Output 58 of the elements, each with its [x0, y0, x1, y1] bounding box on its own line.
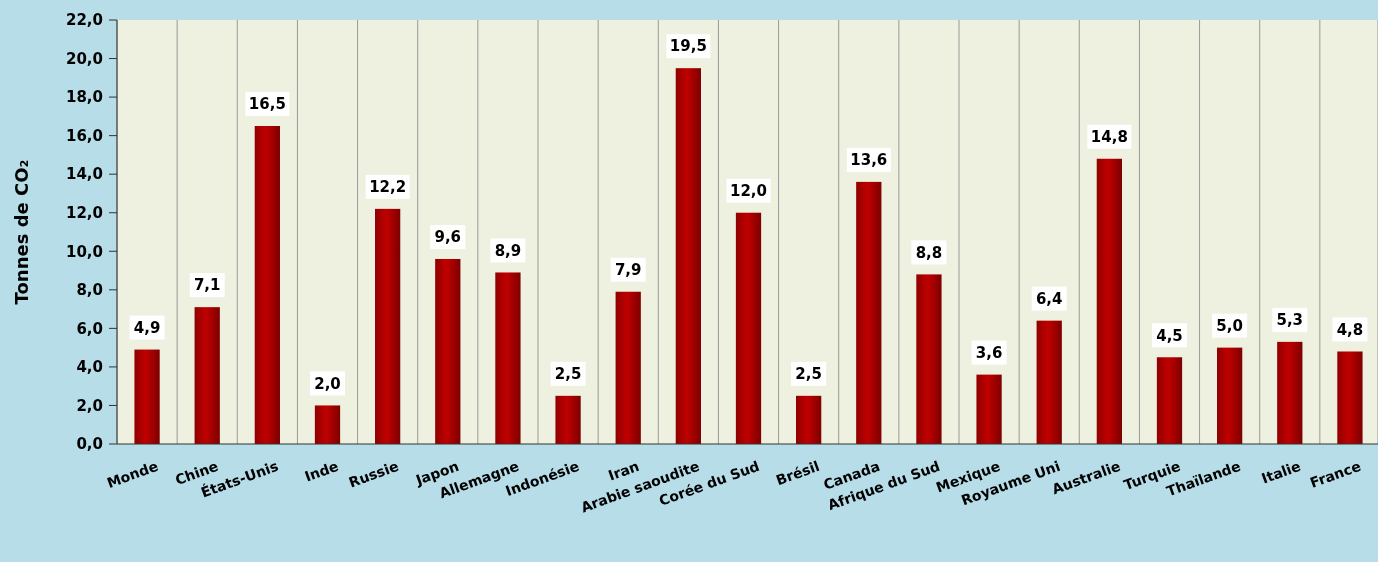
- data-label: 14,8: [1090, 128, 1128, 147]
- bar: [375, 208, 401, 444]
- bar: [856, 181, 882, 444]
- bar: [495, 272, 521, 444]
- bar: [796, 395, 822, 444]
- bar: [916, 274, 942, 444]
- y-tick-label: 20,0: [65, 49, 103, 68]
- data-label: 8,9: [494, 241, 522, 260]
- data-label: 2,0: [314, 374, 341, 393]
- data-label: 9,6: [434, 228, 462, 247]
- bar: [976, 374, 1002, 444]
- bar: [675, 68, 701, 444]
- bar: [1277, 341, 1303, 444]
- y-tick-label: 4,0: [76, 358, 103, 377]
- data-label: 2,5: [795, 365, 822, 384]
- y-tick-label: 0,0: [76, 435, 103, 454]
- y-tick-label: 16,0: [65, 126, 103, 145]
- y-tick-label: 14,0: [65, 165, 103, 184]
- y-tick-label: 12,0: [65, 203, 103, 222]
- data-label: 3,6: [975, 343, 1003, 362]
- y-tick-label: 8,0: [76, 281, 103, 300]
- y-tick-label: 6,0: [76, 319, 103, 338]
- bar: [1156, 357, 1183, 444]
- data-label: 7,9: [614, 261, 642, 279]
- data-label: 13,6: [850, 151, 888, 170]
- data-label: 4,8: [1336, 320, 1364, 339]
- data-label: 16,5: [248, 95, 286, 114]
- bar: [1337, 351, 1363, 444]
- bar: [314, 405, 341, 444]
- x-tick-label: Inde: [302, 457, 341, 485]
- y-tick-label: 2,0: [76, 396, 103, 415]
- data-label: 5,3: [1276, 311, 1304, 330]
- bar: [1036, 320, 1062, 444]
- data-label: 4,5: [1156, 326, 1183, 345]
- data-label: 4,9: [133, 318, 161, 337]
- bar: [1217, 347, 1243, 444]
- data-label: 12,2: [369, 178, 407, 197]
- bar: [194, 307, 220, 444]
- bar: [435, 258, 461, 444]
- bar: [134, 349, 160, 444]
- bar: [1096, 158, 1122, 444]
- y-tick-label: 22,0: [65, 11, 103, 30]
- y-tick-label: 18,0: [65, 88, 103, 107]
- data-label: 19,5: [669, 37, 707, 56]
- bar: [555, 395, 581, 444]
- data-label: 5,0: [1216, 316, 1243, 335]
- data-label: 8,8: [915, 243, 943, 262]
- x-tick-label: Italie: [1259, 457, 1303, 487]
- bar: [254, 126, 280, 444]
- bar: [615, 291, 641, 444]
- y-axis-title: Tonnes de CO₂: [11, 159, 32, 305]
- data-label: 2,5: [554, 365, 582, 384]
- bar: [735, 212, 762, 444]
- data-label: 7,1: [193, 276, 221, 295]
- x-tick-label: Russie: [346, 457, 401, 491]
- y-tick-label: 10,0: [65, 242, 103, 261]
- data-label: 12,0: [729, 181, 768, 200]
- data-label: 6,4: [1035, 289, 1063, 308]
